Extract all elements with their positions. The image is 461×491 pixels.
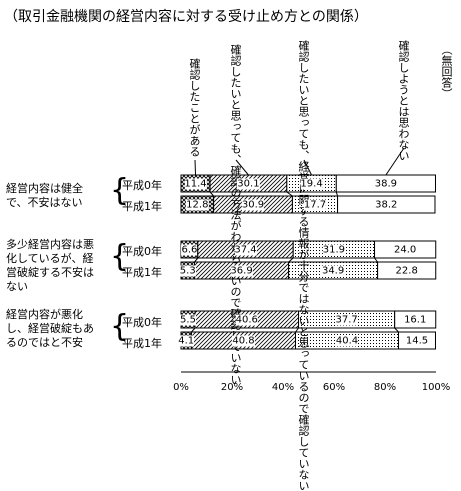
x-tick-3: 60% [322,382,346,393]
data-label-0-0-2: 19.4 [300,178,323,189]
data-label-1-1-1: 36.9 [230,265,253,276]
connector-line-0-0 [209,191,215,197]
data-label-0-1-3: 38.2 [375,199,398,210]
data-label-2-1-2: 40.4 [335,335,359,346]
data-label-2-0-0: 5.5 [180,314,196,325]
legend-leader-2 [303,159,313,176]
data-label-2-0-1: 40.6 [235,314,258,325]
group-label-1: 多少経営内容は悪化しているが、経営破綻する不安はない [6,238,94,293]
group-brace-0: { [110,173,130,208]
data-label-1-0-2: 31.9 [322,244,345,255]
bar-segment-2-0-3 [394,310,437,329]
legend-leader-0 [194,159,197,176]
row-label-0-1: 平成1年 [122,200,162,213]
data-label-0-1-1: 30.9 [241,199,265,210]
group-brace-1: { [110,239,130,274]
data-label-2-1-1: 40.8 [232,335,255,346]
data-label-2-0-3: 16.1 [404,314,427,325]
row-label-1-1: 平成1年 [122,266,162,279]
connector-line-0-2 [335,191,339,197]
connector-line-1-2 [374,257,379,263]
bar-segment-2-1-3 [398,331,436,350]
x-tick-5: 100% [421,382,451,393]
bar-segment-0-0-3 [335,174,436,193]
connector-line-2-2 [394,327,399,333]
data-label-0-1-2: 17.7 [303,199,327,210]
x-tick-1: 20% [220,382,244,393]
connector-line-1-0 [194,257,199,263]
data-label-1-0-3: 24.0 [394,244,417,255]
chart-title: （取引金融機関の経営内容に対する受け止め方との関係） [4,9,368,25]
legend-leader-3 [385,147,405,176]
data-label-0-0-0: 11.4 [184,178,207,189]
legend-label-3: 確認しようとは思わない [397,40,410,161]
data-label-1-1-0: 5.3 [179,265,196,276]
data-label-0-0-1: 30.1 [237,178,260,189]
data-label-1-1-3: 22.8 [395,265,418,276]
legend-label-2: 確認したいと思っても、経営に関する情報が十分ではないと思っているので確認していな… [297,40,310,491]
bar-segment-1-1-3 [377,261,437,280]
connector-line-1-1 [288,257,294,263]
row-label-1-0: 平成0年 [122,245,162,258]
x-tick-0: 0% [173,382,189,393]
connector-line-0-1 [286,191,293,197]
group-label-2: 経営内容が悪化し、経営破綻もあるのではと不安 [6,308,94,349]
group-label-0: 経営内容は健全で、不安はない [6,182,83,209]
data-label-1-0-1: 37.4 [234,244,257,255]
x-tick-4: 80% [373,382,397,393]
legend-label-0: 確認したことがある [188,58,201,157]
data-label-1-0-0: 6.6 [181,244,198,255]
group-brace-2: { [110,309,130,344]
legend-leader-lines [181,147,436,373]
data-label-1-1-2: 34.9 [321,265,345,276]
connector-line-2-1 [295,327,299,333]
row-label-2-1: 平成1年 [122,337,162,350]
data-label-0-0-3: 38.9 [374,178,398,189]
row-label-2-0: 平成0年 [122,316,162,329]
data-label-2-1-3: 14.5 [405,335,429,346]
row-label-0-0: 平成0年 [122,179,162,192]
data-label-2-0-2: 37.7 [335,314,358,325]
data-label-0-1-0: 12.8 [186,199,209,210]
legend-label-4: （無回答） [440,44,453,99]
bar-segment-1-0-3 [374,240,437,259]
x-tick-2: 40% [271,382,295,393]
legend-leader-1 [235,159,249,176]
data-label-2-1-0: 4.1 [178,335,195,346]
legend-label-1: 確認したいと思っても、確認の方法がわからないので確認していない [229,44,242,385]
bar-segment-0-1-3 [337,195,436,214]
connector-line-2-0 [191,327,196,333]
